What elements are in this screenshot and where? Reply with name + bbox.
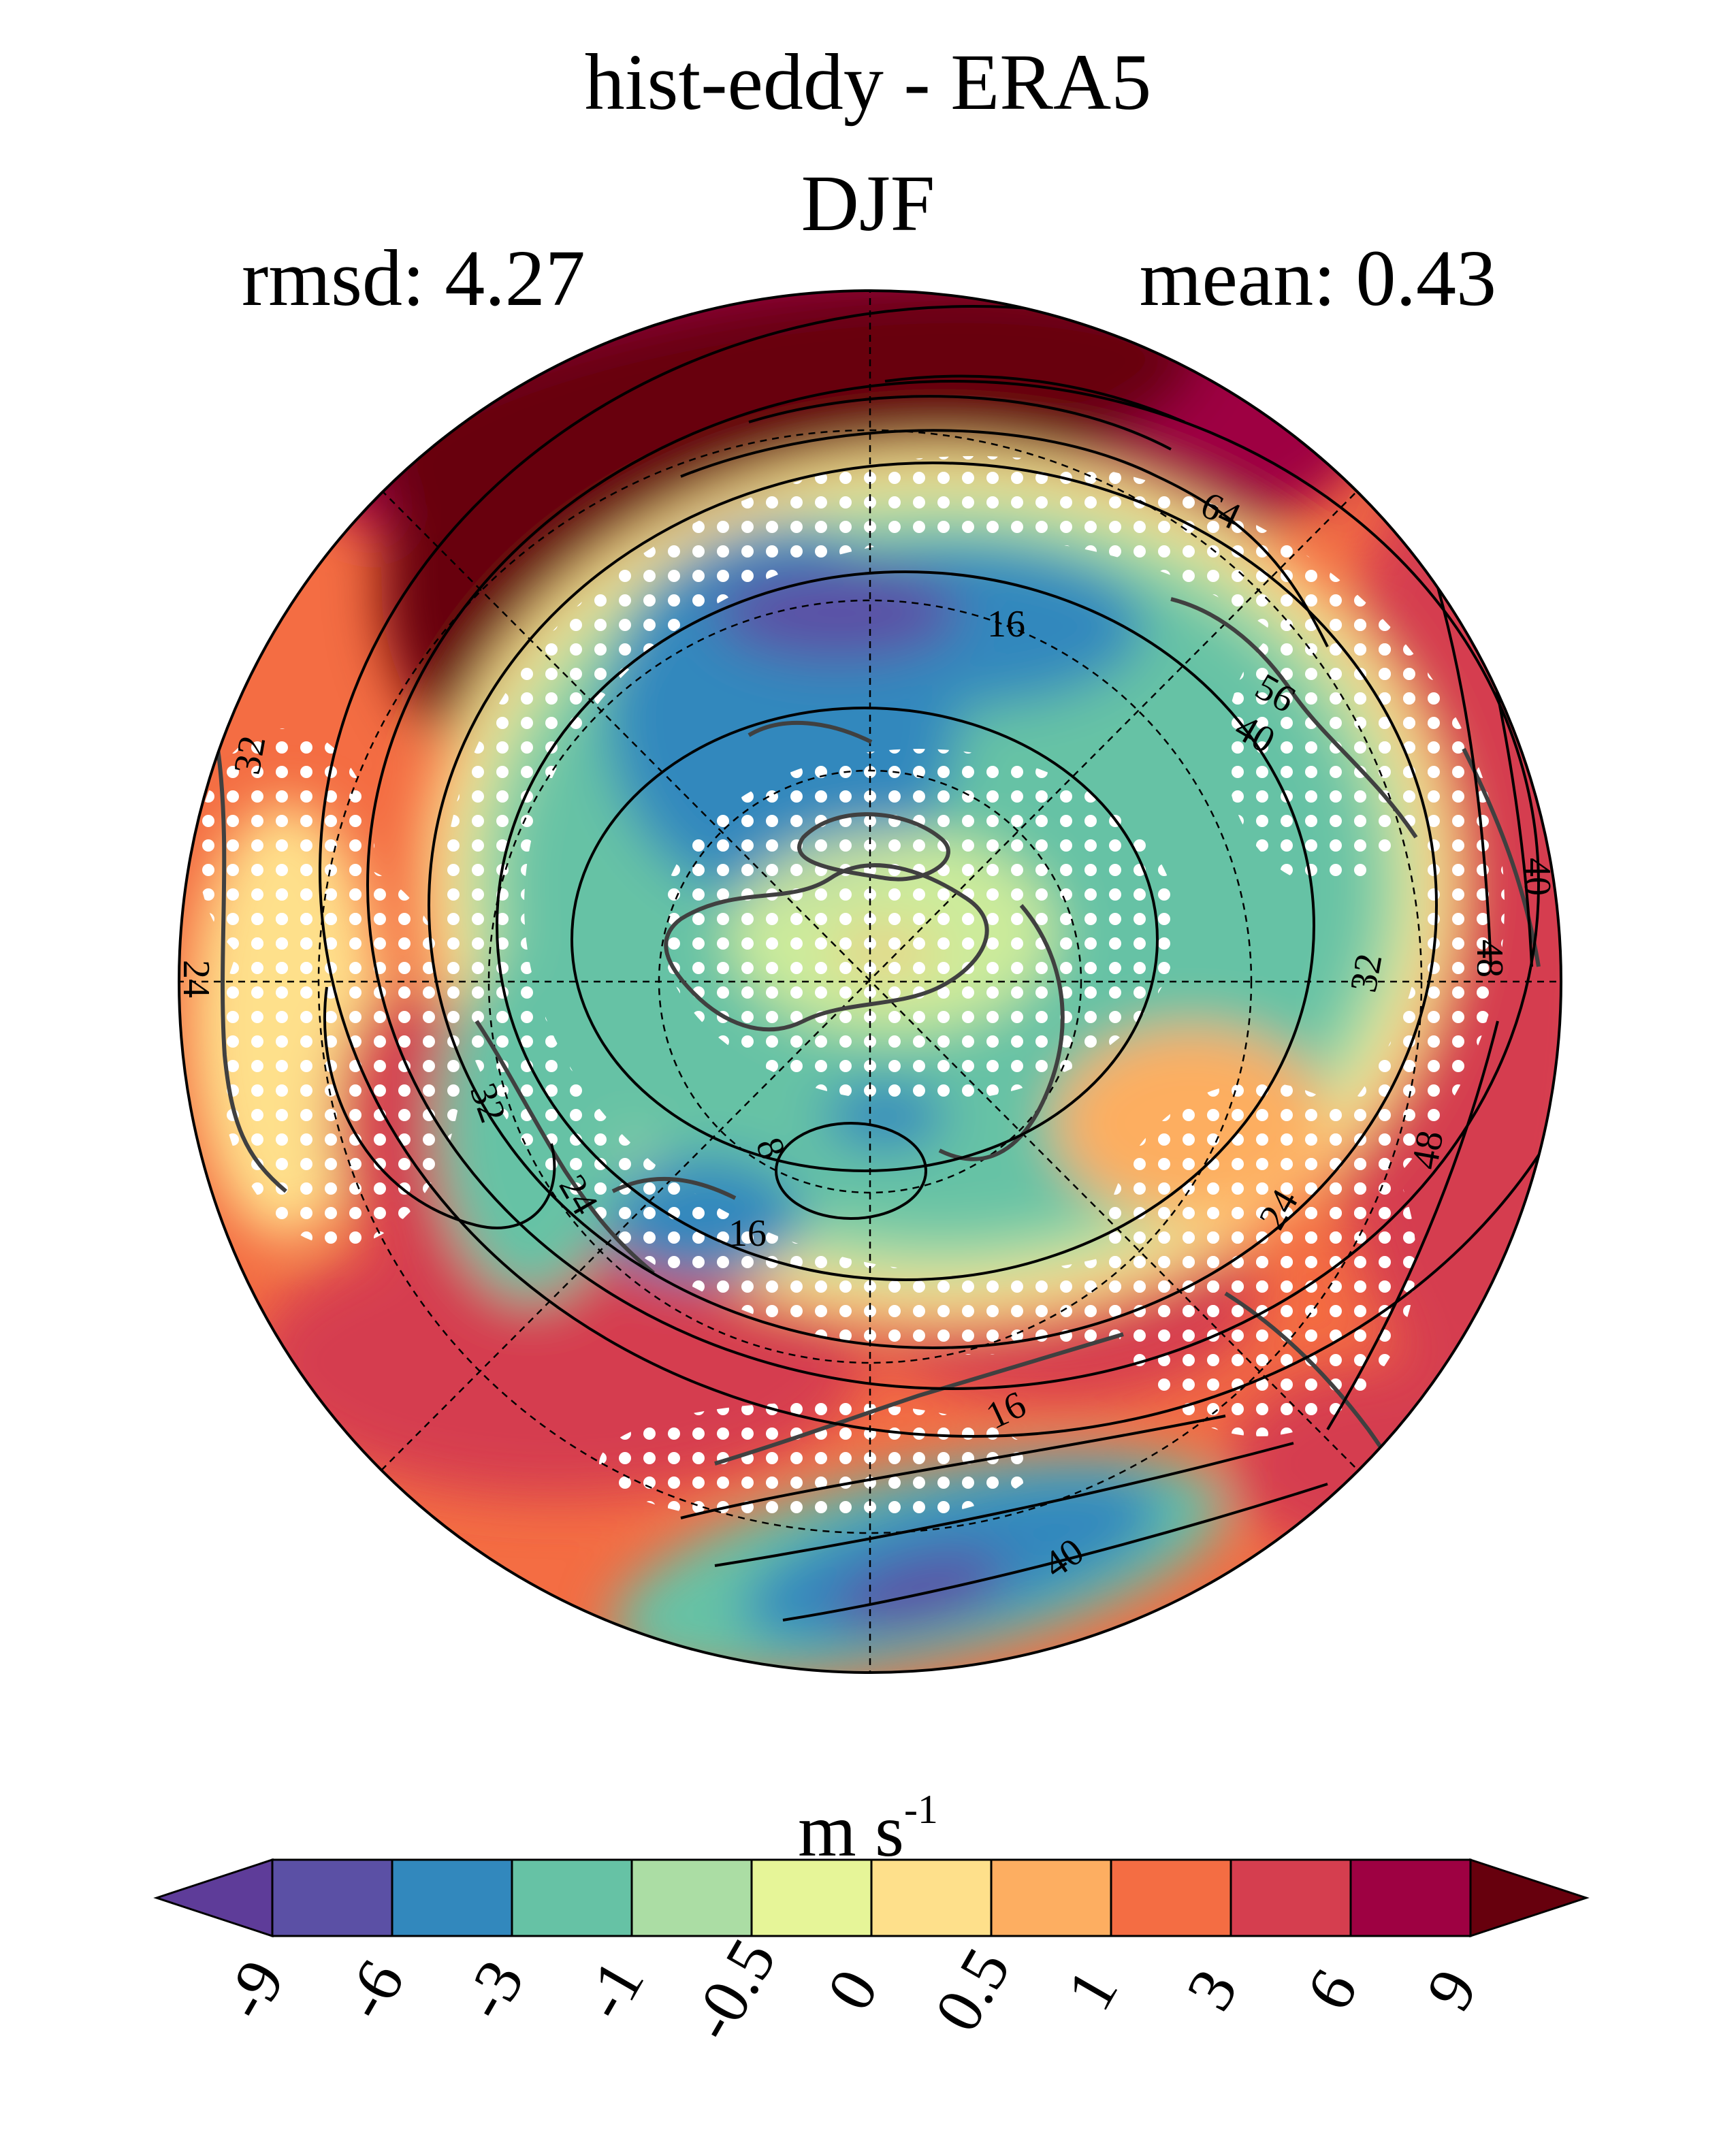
coastlines bbox=[216, 597, 1541, 1553]
colorbar-tick-label: 9 bbox=[1412, 1957, 1492, 2022]
colorbar-box bbox=[630, 1858, 753, 1937]
colorbar-box bbox=[990, 1858, 1112, 1937]
contour-label: 48 bbox=[1468, 939, 1511, 978]
colorbar-tick-label: -1 bbox=[568, 1948, 658, 2031]
colorbar-unit: m s-1 bbox=[798, 1787, 938, 1872]
contour-label: 48 bbox=[1404, 1127, 1452, 1172]
contour-label: 24 bbox=[175, 960, 217, 998]
stippling bbox=[197, 456, 1505, 1525]
mean-label: mean: 0.43 bbox=[1139, 233, 1496, 323]
contour-label: 16 bbox=[987, 603, 1025, 645]
colorbar-extend-min bbox=[153, 1858, 274, 1938]
colorbar-tick-label: -0.5 bbox=[675, 1926, 790, 2052]
contour-label: 32 bbox=[1343, 950, 1391, 995]
season-label: DJF bbox=[801, 159, 935, 248]
colorbar-tick-label: 0 bbox=[813, 1957, 893, 2022]
colorbar-box bbox=[511, 1858, 633, 1937]
graticule bbox=[179, 291, 1561, 1673]
colorbar-box bbox=[271, 1858, 393, 1937]
map-disk: 64 56 40 16 32 24 48 40 32 8 16 24 32 24… bbox=[175, 291, 1561, 1673]
colorbar-tick-label: 3 bbox=[1172, 1957, 1252, 2022]
colorbar-extend-max bbox=[1469, 1858, 1590, 1938]
contour-label: 16 bbox=[728, 1212, 767, 1255]
map-border bbox=[178, 289, 1562, 1674]
colorbar-tick-label: 1 bbox=[1052, 1957, 1132, 2022]
colorbar-tick-label: -6 bbox=[328, 1948, 419, 2031]
colorbar-box bbox=[1229, 1858, 1352, 1937]
rmsd-label: rmsd: 4.27 bbox=[242, 233, 585, 323]
colorbar-box bbox=[1349, 1858, 1472, 1937]
colorbar-tick-label: -9 bbox=[208, 1948, 299, 2031]
polar-map: 64 56 40 16 32 24 48 40 32 8 16 24 32 24… bbox=[175, 289, 1562, 1674]
colorbar-box bbox=[1110, 1858, 1232, 1937]
map-title: hist-eddy - ERA5 bbox=[584, 37, 1152, 127]
contour-label: 32 bbox=[226, 732, 274, 777]
colorbar-tick-label: -3 bbox=[448, 1948, 539, 2031]
colorbar-tick-label: 6 bbox=[1292, 1957, 1372, 2022]
colorbar-tick-label: 0.5 bbox=[920, 1936, 1025, 2043]
colorbar-box bbox=[391, 1858, 513, 1937]
